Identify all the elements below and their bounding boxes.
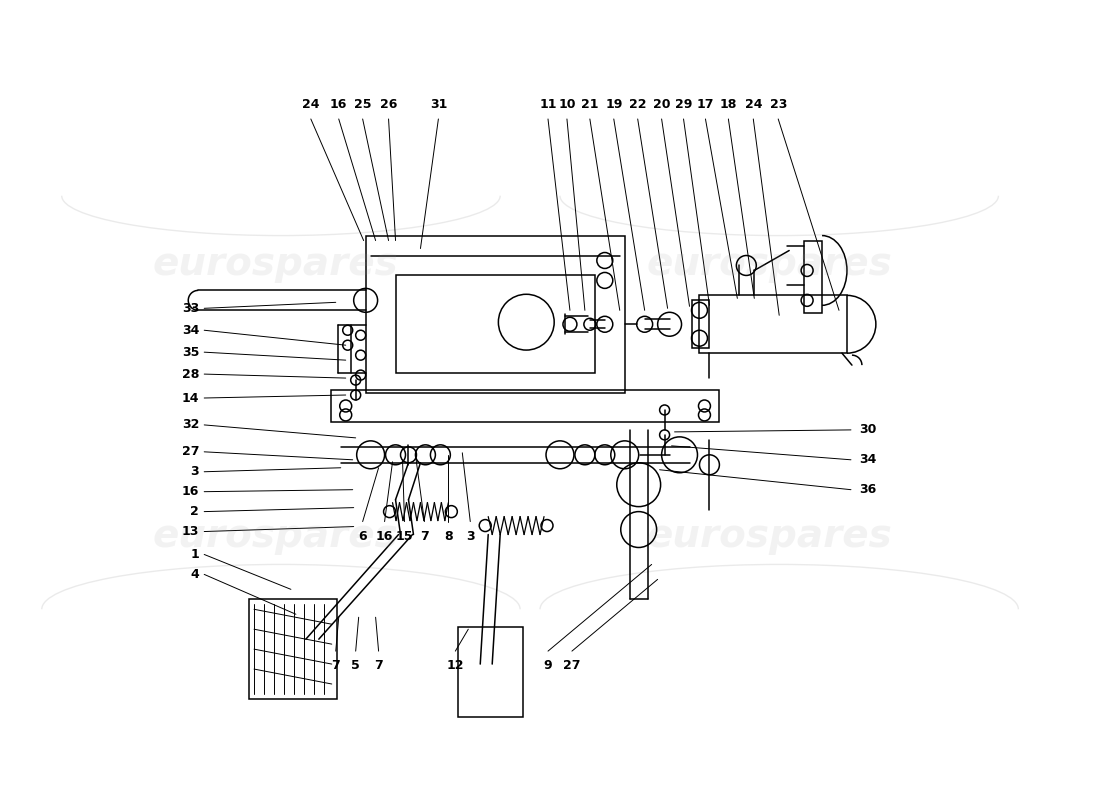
Text: 16: 16 [376, 530, 394, 542]
Bar [365, 235, 625, 393]
Text: 17: 17 [696, 98, 714, 111]
Text: eurospares: eurospares [153, 517, 399, 554]
Text: 27: 27 [182, 446, 199, 458]
Text: 7: 7 [374, 659, 383, 672]
Text: 16: 16 [330, 98, 348, 111]
Text: 1: 1 [190, 548, 199, 561]
Text: 20: 20 [653, 98, 670, 111]
Bar [331, 390, 719, 422]
Bar [692, 300, 710, 348]
Text: 11: 11 [539, 98, 557, 111]
Text: 32: 32 [182, 418, 199, 431]
Text: eurospares: eurospares [647, 246, 892, 283]
Text: 7: 7 [331, 659, 340, 672]
Text: 4: 4 [190, 568, 199, 581]
Text: 31: 31 [430, 98, 447, 111]
Text: 21: 21 [581, 98, 598, 111]
Text: 19: 19 [605, 98, 623, 111]
Text: 15: 15 [396, 530, 414, 542]
Bar [700, 295, 847, 353]
Text: 26: 26 [379, 98, 397, 111]
Text: 23: 23 [770, 98, 786, 111]
Text: 22: 22 [629, 98, 647, 111]
Text: 35: 35 [182, 346, 199, 358]
Bar [249, 599, 337, 699]
Text: 13: 13 [182, 525, 199, 538]
Text: 14: 14 [182, 391, 199, 405]
Text: 36: 36 [859, 483, 877, 496]
Text: 12: 12 [447, 659, 464, 672]
Text: 18: 18 [719, 98, 737, 111]
Bar [396, 275, 595, 373]
Text: 6: 6 [359, 530, 367, 542]
Text: 24: 24 [302, 98, 320, 111]
Text: 9: 9 [543, 659, 552, 672]
Text: 2: 2 [190, 505, 199, 518]
Text: 28: 28 [182, 367, 199, 381]
Text: 3: 3 [466, 530, 474, 542]
Text: 34: 34 [859, 454, 877, 466]
Text: 5: 5 [351, 659, 360, 672]
Text: 16: 16 [182, 485, 199, 498]
Text: 34: 34 [182, 324, 199, 337]
Bar [459, 627, 524, 717]
Text: eurospares: eurospares [153, 246, 399, 283]
Text: 33: 33 [182, 302, 199, 315]
Text: 29: 29 [674, 98, 692, 111]
Text: 7: 7 [420, 530, 429, 542]
Bar [804, 241, 822, 314]
Text: 24: 24 [745, 98, 762, 111]
Text: 3: 3 [190, 466, 199, 478]
Text: eurospares: eurospares [647, 517, 892, 554]
Text: 8: 8 [444, 530, 453, 542]
Text: 27: 27 [563, 659, 581, 672]
Text: 10: 10 [558, 98, 575, 111]
Text: 25: 25 [354, 98, 372, 111]
Text: 30: 30 [859, 423, 877, 436]
